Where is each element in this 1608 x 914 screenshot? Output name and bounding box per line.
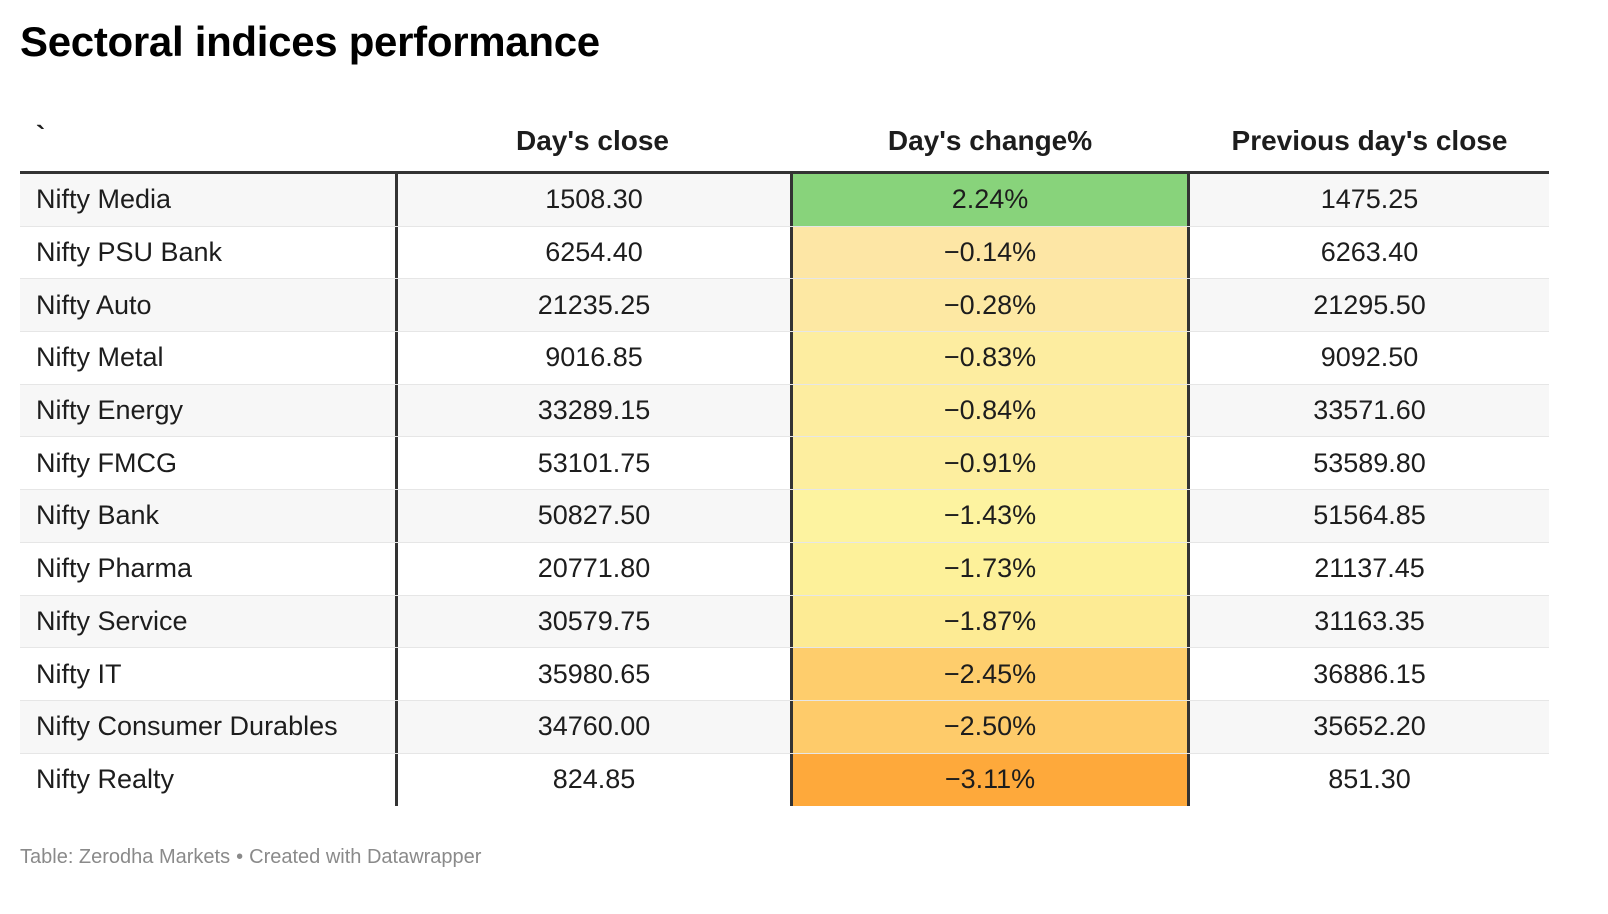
- index-name-cell: Nifty Bank: [36, 500, 160, 531]
- day-close-cell: 50827.50: [395, 490, 790, 542]
- index-name-cell: Nifty Service: [36, 605, 188, 636]
- index-name-cell: Nifty Metal: [36, 342, 164, 373]
- footer-separator: •: [236, 846, 244, 868]
- day-close-cell: 824.85: [395, 753, 790, 807]
- prev-close-cell: 35652.20: [1313, 711, 1426, 742]
- index-name-cell: Nifty Media: [36, 184, 172, 215]
- day-change-value: −1.73%: [943, 553, 1037, 584]
- table-row: Nifty Pharma 20771.80 −1.73% 21137.45: [20, 542, 1549, 596]
- day-close-cell: 6254.40: [395, 226, 790, 279]
- prev-close-cell: 21137.45: [1314, 553, 1425, 584]
- change-heat-fill: [793, 437, 1187, 490]
- table-row: Nifty PSU Bank 6254.40 −0.14% 6263.40: [20, 226, 1549, 280]
- change-heat-fill: [793, 384, 1187, 437]
- day-close-cell: 53101.75: [395, 437, 790, 490]
- day-change-cell: −1.87%: [790, 595, 1190, 648]
- page-title: Sectoral indices performance: [20, 18, 600, 65]
- table-row: Nifty Service 30579.75 −1.87% 31163.35: [20, 595, 1549, 649]
- table-row: Nifty IT 35980.65 −2.45% 36886.15: [20, 648, 1549, 701]
- day-change-cell: −0.14%: [790, 226, 1190, 279]
- change-heat-fill: [793, 753, 1187, 807]
- day-close-cell: 9016.85: [395, 332, 790, 384]
- day-close-cell: 34760.00: [395, 700, 790, 753]
- source-label: Table: Zerodha Markets: [20, 846, 231, 868]
- day-change-value: 2.24%: [951, 184, 1029, 215]
- day-close-cell: 21235.25: [395, 279, 790, 332]
- day-close-cell: 35980.65: [395, 648, 790, 700]
- day-change-value: −3.11%: [944, 764, 1036, 795]
- prev-close-cell: 31163.35: [1314, 605, 1425, 636]
- index-name-cell: Nifty Consumer Durables: [36, 711, 338, 742]
- table-row: Nifty Metal 9016.85 −0.83% 9092.50: [20, 332, 1549, 385]
- day-close-cell: 30579.75: [395, 595, 790, 648]
- day-change-value: −0.83%: [943, 342, 1037, 373]
- prev-close-cell: 36886.15: [1313, 658, 1426, 689]
- index-name-cell: Nifty IT: [36, 658, 122, 689]
- change-heat-fill: [793, 226, 1187, 279]
- table-body: Nifty Media 1508.30 2.24% 1475.25 Nifty PSU …: [20, 174, 1549, 807]
- day-change-cell: −1.73%: [790, 542, 1190, 595]
- prev-close-cell: 6263.40: [1320, 237, 1419, 268]
- prev-close-cell: 33571.60: [1313, 395, 1426, 426]
- day-change-cell: 2.24%: [790, 174, 1190, 226]
- prev-close-cell: 53589.80: [1313, 447, 1426, 478]
- index-name-cell: Nifty Realty: [36, 764, 175, 795]
- day-change-value: −0.84%: [943, 395, 1037, 426]
- prev-close-cell: 21295.50: [1313, 289, 1426, 320]
- change-heat-fill: [793, 279, 1187, 332]
- change-heat-fill: [793, 174, 1187, 226]
- table-row: Nifty Auto 21235.25 −0.28% 21295.50: [20, 279, 1549, 333]
- index-name-cell: Nifty PSU Bank: [36, 237, 223, 268]
- column-header-change[interactable]: Day's change%: [887, 124, 1093, 156]
- prev-close-cell: 851.30: [1328, 764, 1411, 795]
- change-heat-fill: [793, 490, 1187, 542]
- prev-close-cell: 1475.25: [1320, 184, 1419, 215]
- day-change-cell: −0.91%: [790, 437, 1190, 490]
- day-change-value: −0.91%: [943, 447, 1037, 478]
- source-footer: Table: Zerodha Markets • Created with Data…: [20, 846, 481, 869]
- index-name-cell: Nifty FMCG: [36, 447, 177, 478]
- table-row: Nifty Energy 33289.15 −0.84% 33571.60: [20, 384, 1549, 438]
- day-change-value: −0.28%: [943, 289, 1037, 320]
- table-row: Nifty Consumer Durables 34760.00 −2.50% 356…: [20, 700, 1549, 754]
- day-change-value: −2.45%: [943, 658, 1037, 689]
- day-change-value: −0.14%: [943, 237, 1037, 268]
- index-name-cell: Nifty Pharma: [36, 553, 193, 584]
- day-change-value: −2.50%: [943, 711, 1037, 742]
- day-change-value: −1.43%: [943, 500, 1037, 531]
- day-change-cell: −0.83%: [790, 332, 1190, 384]
- day-change-cell: −0.84%: [790, 384, 1190, 437]
- day-close-cell: 33289.15: [395, 384, 790, 437]
- day-change-cell: −2.45%: [790, 648, 1190, 700]
- change-heat-fill: [793, 332, 1187, 384]
- table-row: Nifty Media 1508.30 2.24% 1475.25: [20, 174, 1549, 227]
- index-name-cell: Nifty Energy: [36, 395, 184, 426]
- table-row: Nifty Realty 824.85 −3.11% 851.30: [20, 753, 1549, 807]
- day-change-cell: −0.28%: [790, 279, 1190, 332]
- column-header-name[interactable]: `: [36, 120, 46, 151]
- day-close-cell: 1508.30: [395, 174, 790, 226]
- prev-close-cell: 9092.50: [1320, 342, 1419, 373]
- day-change-cell: −2.50%: [790, 700, 1190, 753]
- change-heat-fill: [793, 648, 1187, 700]
- day-change-value: −1.87%: [943, 605, 1037, 636]
- day-change-cell: −3.11%: [790, 753, 1190, 807]
- change-heat-fill: [793, 700, 1187, 753]
- table-row: Nifty FMCG 53101.75 −0.91% 53589.80: [20, 437, 1549, 491]
- table-header-row: ` Day's close Day's change% Previous day…: [20, 110, 1549, 174]
- index-name-cell: Nifty Auto: [36, 289, 152, 320]
- day-change-cell: −1.43%: [790, 490, 1190, 542]
- change-heat-fill: [793, 595, 1187, 648]
- change-heat-fill: [793, 542, 1187, 595]
- sector-table: ` Day's close Day's change% Previous day…: [20, 110, 1549, 807]
- credit-label: Created with Datawrapper: [249, 846, 482, 868]
- column-header-close[interactable]: Day's close: [516, 124, 669, 156]
- day-close-cell: 20771.80: [395, 542, 790, 595]
- table-row: Nifty Bank 50827.50 −1.43% 51564.85: [20, 490, 1549, 543]
- column-header-prev-close[interactable]: Previous day's close: [1231, 124, 1508, 156]
- prev-close-cell: 51564.85: [1313, 500, 1426, 531]
